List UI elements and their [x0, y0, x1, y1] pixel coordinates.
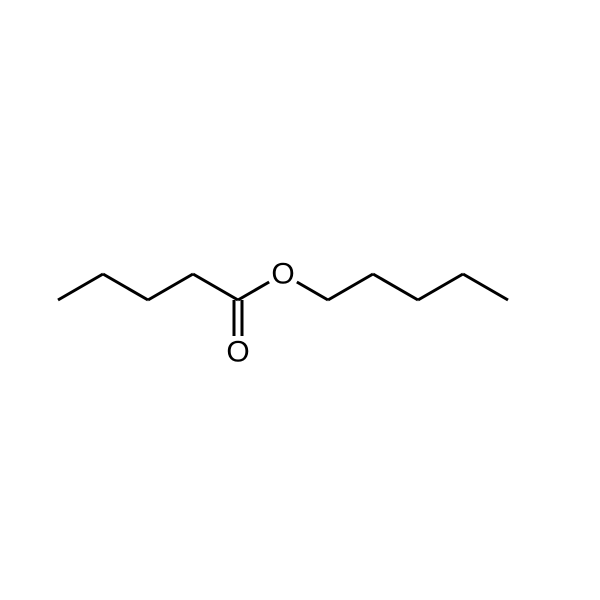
atom-label-o: O — [226, 336, 249, 369]
bond-line — [148, 274, 193, 300]
bond-line — [58, 274, 103, 300]
bond-line — [238, 282, 269, 300]
bond-line — [297, 282, 328, 300]
molecule-diagram: OO — [0, 0, 600, 600]
bond-line — [328, 274, 373, 300]
atom-label-o: O — [271, 258, 294, 291]
bond-line — [418, 274, 463, 300]
bond-line — [373, 274, 418, 300]
bond-line — [103, 274, 148, 300]
bond-line — [463, 274, 508, 300]
bond-line — [193, 274, 238, 300]
